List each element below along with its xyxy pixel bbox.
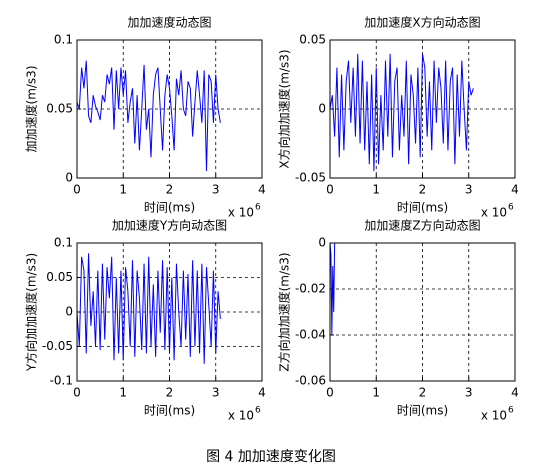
x-tick-label: 2 [166, 386, 174, 400]
caption: 图 4 加加速度变化图 [206, 449, 336, 465]
y-tick-label: -0.06 [295, 374, 326, 388]
x-tick-label: 0 [73, 183, 81, 197]
x-tick-label: 1 [119, 386, 127, 400]
subplot-title: 加加速度Y方向动态图 [112, 218, 227, 233]
x-tick-label: 2 [419, 386, 427, 400]
y-axis-label: Z方向加加速度(m/s3) [277, 252, 292, 371]
x-tick-label: 1 [372, 183, 380, 197]
data-line [76, 60, 221, 172]
x-axis-label: 时间(ms) [397, 404, 448, 418]
x-tick-label: 4 [511, 183, 519, 197]
x-exponent-base: x 10 [481, 206, 507, 220]
axes-frame [329, 39, 516, 179]
x-tick-label: 2 [166, 183, 174, 197]
x-tick-label: 3 [212, 183, 220, 197]
x-axis-label: 时间(ms) [144, 404, 195, 418]
y-tick-label: 0.1 [54, 33, 73, 47]
axes-frame [329, 242, 516, 382]
x-tick-label: 4 [258, 183, 266, 197]
x-tick-label: 1 [372, 386, 380, 400]
x-exponent-power: 6 [508, 406, 514, 416]
x-tick-label: 4 [258, 386, 266, 400]
subplot: 0 1 2 3 4-0.0500.05加加速度X方向动态图时间(ms)X方向加加速度(m… [277, 15, 519, 220]
y-tick-label: -0.1 [50, 374, 73, 388]
x-axis-label: 时间(ms) [144, 201, 195, 215]
x-exponent-power: 6 [508, 203, 514, 213]
data-line [76, 253, 221, 364]
subplot-title: 加加速度X方向动态图 [364, 15, 480, 30]
x-tick-label: 4 [511, 386, 519, 400]
data-line [329, 53, 474, 172]
axes-frame [76, 39, 263, 179]
x-exponent-base: x 10 [228, 409, 254, 423]
x-tick-label: 0 [73, 386, 81, 400]
subplot-title: 加加速度Z方向动态图 [364, 218, 480, 233]
axes-frame [76, 242, 263, 382]
x-tick-label: 3 [212, 386, 220, 400]
x-axis-label: 时间(ms) [397, 201, 448, 215]
y-tick-label: 0 [318, 102, 326, 116]
y-axis-label: Y方向加加速度(m/s3) [24, 253, 39, 372]
x-tick-label: 3 [465, 183, 473, 197]
y-tick-label: 0.05 [46, 270, 73, 284]
x-exponent-base: x 10 [228, 206, 254, 220]
y-tick-label: -0.02 [295, 282, 326, 296]
subplot-title: 加加速度动态图 [127, 15, 211, 30]
y-axis-label: X方向加加速度(m/s3) [277, 49, 292, 168]
y-tick-label: 0 [65, 171, 73, 185]
y-tick-label: 0.1 [54, 236, 73, 250]
y-tick-label: -0.04 [295, 328, 326, 342]
y-tick-label: -0.05 [42, 339, 73, 353]
x-tick-label: 2 [419, 183, 427, 197]
y-tick-label: -0.05 [295, 171, 326, 185]
y-tick-label: 0 [318, 236, 326, 250]
x-tick-label: 3 [465, 386, 473, 400]
x-tick-label: 0 [326, 183, 334, 197]
x-exponent-power: 6 [255, 203, 261, 213]
x-exponent-base: x 10 [481, 409, 507, 423]
y-tick-label: 0 [65, 305, 73, 319]
y-axis-label: 加加速度(m/s3) [24, 66, 39, 153]
x-exponent-power: 6 [255, 406, 261, 416]
x-tick-label: 1 [119, 183, 127, 197]
y-tick-label: 0.05 [46, 102, 73, 116]
y-tick-label: 0.05 [299, 33, 326, 47]
x-tick-label: 0 [326, 386, 334, 400]
